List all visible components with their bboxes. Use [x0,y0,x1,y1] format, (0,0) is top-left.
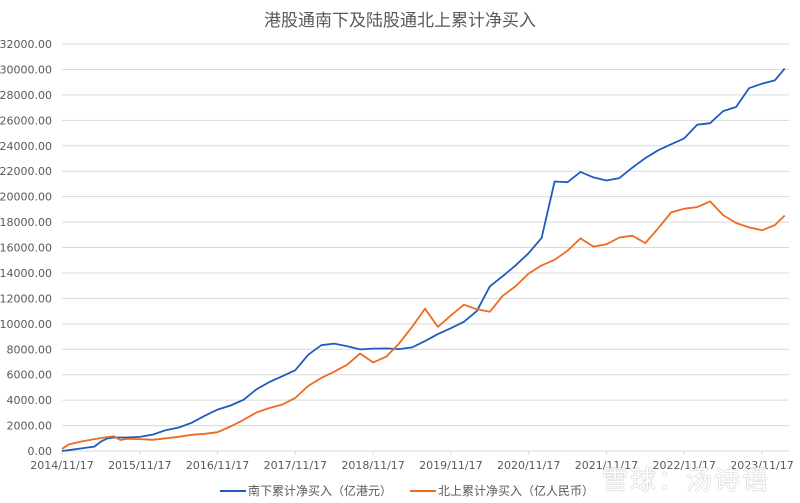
y-tick-label: 4000.00 [7,394,53,407]
x-tick-label: 2023/11/17 [730,459,793,472]
legend-label: 北上累计净买入（亿人民币） [438,484,595,498]
legend-item-southbound: 南下累计净买入（亿港元） [220,482,392,499]
series-southbound-line [61,68,786,452]
y-tick-label: 28000.00 [0,89,52,102]
y-tick-label: 24000.00 [0,140,52,153]
watermark: 雪球：汤诗语 [602,466,771,496]
x-tick-label: 2016/11/17 [186,459,249,472]
y-tick-label: 6000.00 [7,369,53,382]
y-tick-label: 32000.00 [0,38,52,51]
y-tick-label: 14000.00 [0,267,52,280]
series-northbound-line [61,200,786,450]
y-tick-label: 2000.00 [7,420,53,433]
x-tick-label: 2019/11/17 [419,459,482,472]
legend-swatch-blue [220,489,246,492]
x-tick-label: 2018/11/17 [341,459,404,472]
gridlines [62,43,789,452]
x-tick-label: 2020/11/17 [497,459,560,472]
y-tick-label: 22000.00 [0,165,52,178]
y-tick-label: 0.00 [28,445,53,458]
y-tick-label: 26000.00 [0,114,52,127]
legend-item-northbound: 北上累计净买入（亿人民币） [410,482,594,499]
line-chart: 0.00 2000.00 4000.00 6000.00 8000.00 10000.00… [0,38,794,472]
y-tick-label: 10000.00 [0,318,52,331]
y-tick-label: 12000.00 [0,292,52,305]
x-tick-label: 2022/11/17 [653,459,716,472]
x-axis-ticks: 2014/11/17 2015/11/17 2016/11/17 2017/11/17… [30,451,794,472]
x-tick-label: 2015/11/17 [108,459,171,472]
chart-title: 港股通南下及陆股通北上累计净买入 [264,11,536,31]
legend-swatch-orange [410,489,436,492]
y-tick-label: 20000.00 [0,191,52,204]
series-lines [61,68,786,452]
y-tick-label: 18000.00 [0,216,52,229]
legend-label: 南下累计净买入（亿港元） [248,484,393,498]
y-axis-ticks: 0.00 2000.00 4000.00 6000.00 8000.00 10000.00… [0,38,52,458]
x-tick-label: 2017/11/17 [264,459,327,472]
x-tick-label: 2021/11/17 [575,459,638,472]
x-tick-label: 2014/11/17 [30,459,93,472]
legend: 南下累计净买入（亿港元） 北上累计净买入（亿人民币） [0,482,800,500]
y-tick-label: 30000.00 [0,63,52,76]
y-tick-label: 8000.00 [7,343,53,356]
y-tick-label: 16000.00 [0,242,52,255]
